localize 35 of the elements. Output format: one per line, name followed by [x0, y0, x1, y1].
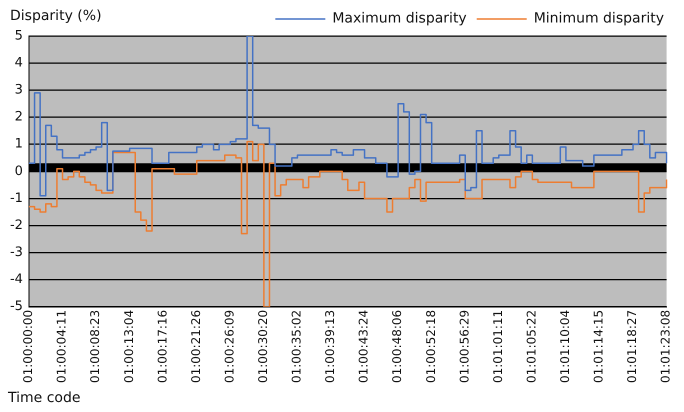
- x-tick-label: 01:01:18:27: [625, 310, 640, 384]
- x-tick-label: 01:01:01:11: [490, 310, 505, 384]
- x-tick-label: 01:01:14:15: [592, 310, 606, 384]
- y-tick-label: -5: [10, 299, 23, 314]
- x-tick-label: 01:00:04:11: [54, 310, 69, 384]
- y-tick-label: -1: [10, 190, 23, 206]
- x-tick-label: 01:00:35:02: [290, 310, 304, 384]
- x-tick-label: 01:00:21:26: [188, 310, 203, 384]
- x-tick-label: 01:00:39:13: [323, 310, 338, 384]
- x-tick-label: 01:00:30:20: [256, 310, 270, 384]
- y-tick-label: 4: [14, 55, 23, 70]
- x-tick-label: 01:00:56:29: [457, 310, 472, 384]
- y-tick-label: 5: [14, 28, 23, 44]
- x-tick-label: 01:00:00:00: [21, 310, 36, 384]
- y-tick-label: 1: [14, 136, 23, 152]
- x-tick-label: 01:00:08:23: [88, 310, 102, 384]
- x-tick-label: 01:00:52:18: [424, 310, 438, 384]
- x-tick-label: 01:01:10:04: [558, 310, 572, 384]
- y-tick-label: -3: [10, 245, 23, 260]
- x-tick-label: 01:00:13:04: [122, 310, 136, 384]
- y-axis-title: Disparity (%): [10, 8, 102, 24]
- x-axis-title: Time code: [8, 390, 80, 406]
- legend-label: Maximum disparity: [332, 10, 467, 27]
- x-tick-label: 01:01:05:22: [524, 310, 538, 384]
- x-tick-label: 01:00:26:09: [222, 310, 236, 384]
- x-tick-label: 01:00:17:16: [155, 310, 170, 384]
- x-tick-label: 01:00:43:24: [356, 310, 371, 384]
- x-tick-label: 01:00:48:06: [390, 310, 404, 384]
- y-tick-label: 2: [14, 110, 23, 125]
- y-tick-label: 3: [14, 82, 23, 98]
- x-tick-label: 01:01:23:08: [658, 310, 673, 384]
- y-tick-label: -4: [10, 272, 23, 288]
- y-tick-label: -2: [10, 218, 23, 233]
- legend-label: Minimum disparity: [534, 10, 664, 27]
- y-tick-label: 0: [14, 164, 23, 179]
